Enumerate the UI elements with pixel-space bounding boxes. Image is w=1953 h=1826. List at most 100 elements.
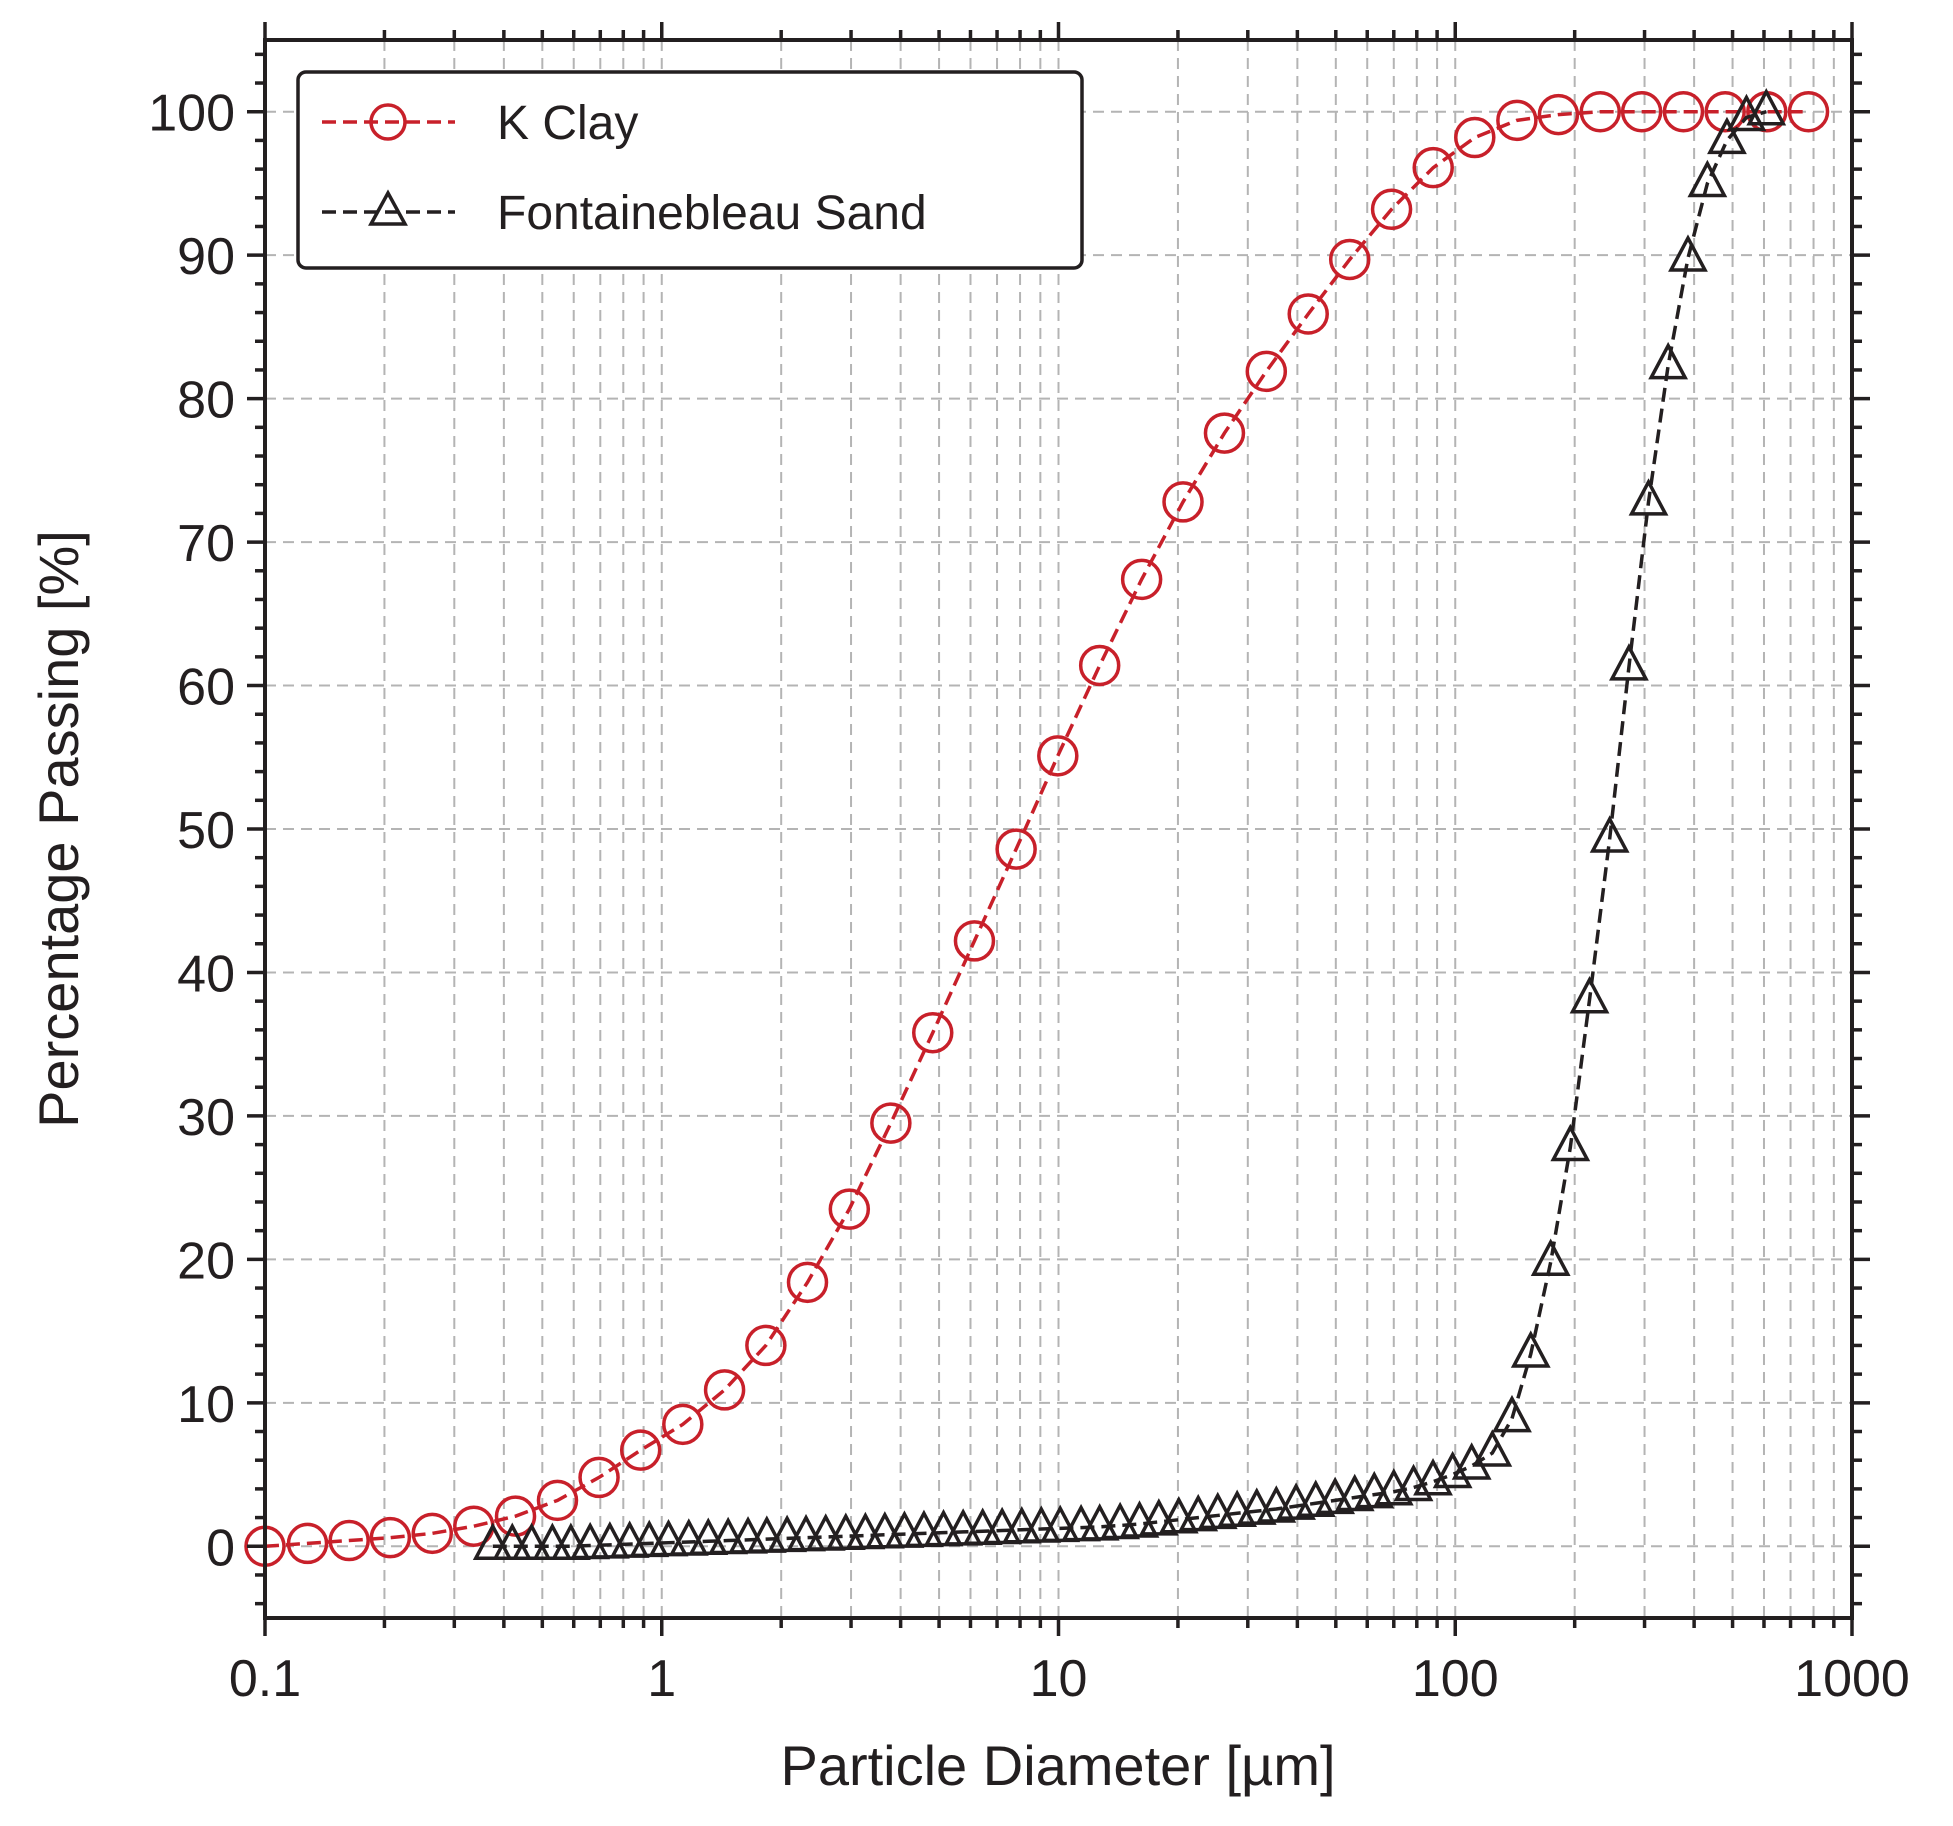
data-point <box>1704 90 1746 133</box>
data-point <box>708 1516 749 1555</box>
data-point <box>492 1522 533 1561</box>
y-tick-label: 30 <box>177 1089 235 1147</box>
grid <box>265 40 1852 1618</box>
data-point <box>1589 815 1630 853</box>
data-point <box>411 1512 454 1555</box>
data-point <box>786 1513 826 1552</box>
data-point <box>1569 975 1610 1014</box>
data-point <box>1203 412 1246 454</box>
data-point <box>1628 478 1669 516</box>
data-point <box>786 1261 829 1304</box>
y-tick-label: 0 <box>206 1519 235 1577</box>
data-point <box>1451 1442 1492 1480</box>
data-point <box>1492 1394 1532 1433</box>
x-axis-label: Particle Diameter [µm] <box>780 1734 1335 1797</box>
data-point <box>1287 293 1329 335</box>
y-tick-label: 100 <box>148 85 235 143</box>
x-tick-label: 1 <box>647 1650 676 1708</box>
data-point <box>369 1516 412 1559</box>
data-point <box>1787 90 1830 133</box>
legend-box <box>296 70 1084 270</box>
data-point <box>1530 1238 1571 1276</box>
legend-label-fontainebleau-sand: Fontainebleau Sand <box>497 187 927 240</box>
data-point <box>1162 481 1204 523</box>
y-tick-label: 70 <box>177 515 235 573</box>
data-point <box>911 1011 954 1054</box>
data-point <box>1120 558 1163 601</box>
data-point <box>904 1509 944 1548</box>
data-point <box>923 1508 964 1547</box>
data-point <box>953 920 996 962</box>
data-point <box>1537 93 1580 136</box>
data-point <box>1370 188 1413 231</box>
series-fontainebleau-sand <box>472 87 1787 1561</box>
data-point <box>1648 341 1689 380</box>
data-point <box>1550 1123 1591 1162</box>
data-point <box>668 1518 709 1556</box>
data-point <box>864 1511 905 1549</box>
data-point <box>1412 146 1454 189</box>
x-tick-label: 1000 <box>1794 1650 1910 1708</box>
data-point <box>688 1517 729 1556</box>
data-point <box>1078 644 1121 687</box>
data-point <box>1662 90 1705 133</box>
data-point <box>1245 350 1288 393</box>
data-point <box>1472 1429 1513 1467</box>
x-tick-label: 0.1 <box>229 1650 301 1708</box>
data-point <box>995 828 1037 870</box>
data-point <box>884 1510 925 1548</box>
data-point <box>870 1102 912 1144</box>
data-point <box>1496 99 1538 142</box>
y-tick-label: 10 <box>177 1376 235 1434</box>
y-tick-label: 60 <box>177 659 235 717</box>
legend-label-k-clay: K Clay <box>497 97 638 150</box>
data-point <box>1454 116 1496 159</box>
data-point <box>962 1507 1003 1545</box>
data-point <box>1687 159 1728 198</box>
y-axis-label: Percentage Passing [%] <box>27 530 90 1128</box>
data-point <box>982 1506 1023 1545</box>
data-point <box>1609 643 1649 681</box>
legend-marker-k-clay <box>369 103 407 141</box>
y-tick-label: 40 <box>177 945 235 1003</box>
data-point <box>286 1522 329 1565</box>
data-point <box>570 1521 611 1560</box>
axis-ticks: 0.1 1 10 100 1000 0 10 20 30 40 50 60 70 80 90 100 <box>148 22 1910 1708</box>
y-tick-label: 20 <box>177 1232 235 1290</box>
data-point <box>578 1456 620 1499</box>
data-point <box>589 1521 630 1559</box>
data-point <box>648 1518 689 1557</box>
data-point <box>1579 90 1622 133</box>
data-point <box>1707 116 1747 155</box>
data-point <box>472 1522 513 1561</box>
data-point <box>805 1513 846 1551</box>
data-point <box>746 1515 787 1553</box>
data-point <box>511 1522 552 1561</box>
data-point <box>1001 1506 1042 1544</box>
legend-marker-fontainebleau-sand <box>368 189 408 226</box>
data-point <box>703 1369 746 1411</box>
plot-series <box>244 87 1830 1568</box>
data-point <box>1037 735 1079 777</box>
data-point <box>1746 87 1787 126</box>
x-tick-label: 10 <box>1030 1650 1088 1708</box>
data-point <box>619 1429 662 1471</box>
data-point <box>943 1508 984 1546</box>
data-point <box>845 1511 886 1550</box>
y-tick-label: 80 <box>177 372 235 430</box>
data-point <box>825 1512 866 1550</box>
data-point <box>328 1519 370 1562</box>
y-tick-label: 90 <box>177 228 235 286</box>
data-point <box>1328 238 1371 281</box>
data-point <box>536 1479 579 1522</box>
data-point <box>1432 1450 1473 1489</box>
data-point <box>1510 1330 1551 1368</box>
series-line-k-clay <box>264 109 1809 1549</box>
data-point <box>745 1324 787 1367</box>
series-k-clay <box>244 90 1830 1568</box>
data-point <box>828 1188 871 1230</box>
data-point <box>609 1520 650 1558</box>
data-point <box>662 1403 704 1446</box>
legend: K Clay Fontainebleau Sand <box>296 70 1084 270</box>
